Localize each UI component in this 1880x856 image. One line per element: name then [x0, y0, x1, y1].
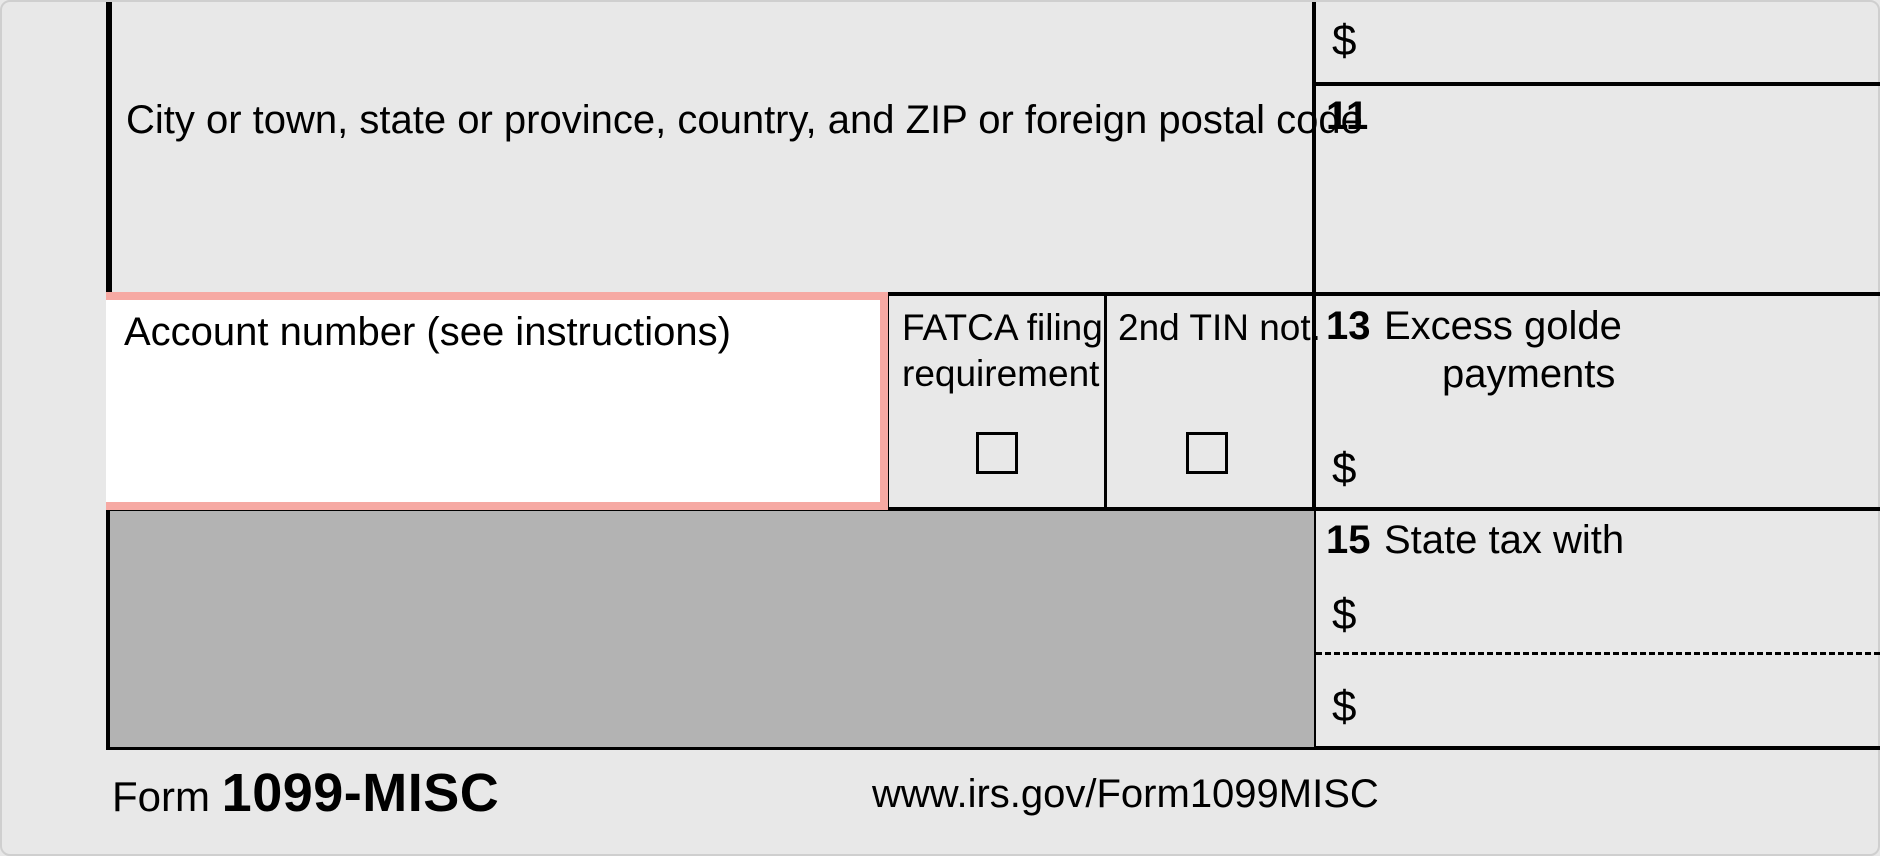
box15-number: 15 [1326, 518, 1371, 562]
box13-dollar: $ [1332, 444, 1356, 494]
city-label: City or town, state or province, country… [126, 98, 1363, 142]
form-number: 1099-MISC [222, 763, 500, 823]
fatca-checkbox[interactable] [976, 432, 1018, 474]
tin-label: 2nd TIN not. [1118, 308, 1321, 349]
box-top-dollar: $ [1332, 16, 1356, 66]
box-top-bottom-rule [1312, 82, 1880, 86]
box13-label-line2: payments [1442, 352, 1615, 396]
form-word: Form [112, 773, 210, 820]
box13-number: 13 [1326, 304, 1371, 348]
gray-block [110, 511, 1314, 747]
box13-label-line1: Excess golde [1384, 304, 1622, 348]
footer-url: www.irs.gov/Form1099MISC [872, 772, 1379, 817]
box15-dashed-divider [1316, 652, 1880, 655]
account-number-label: Account number (see instructions) [124, 310, 731, 354]
fatca-label-line1: FATCA filing [902, 308, 1103, 349]
fatca-tin-divider [1104, 292, 1107, 510]
footer-form-word: Form 1099-MISC [112, 762, 499, 824]
box15-dollar-2: $ [1332, 682, 1356, 732]
row-account-bottom-rule-right [1312, 507, 1880, 511]
form-canvas: $ 11 City or town, state or province, co… [0, 0, 1880, 856]
tin-checkbox[interactable] [1186, 432, 1228, 474]
box15-label: State tax with [1384, 518, 1624, 562]
box15-dollar-1: $ [1332, 590, 1356, 640]
form-grid: $ 11 City or town, state or province, co… [106, 2, 1880, 750]
fatca-label-line2: requirement [902, 354, 1099, 395]
